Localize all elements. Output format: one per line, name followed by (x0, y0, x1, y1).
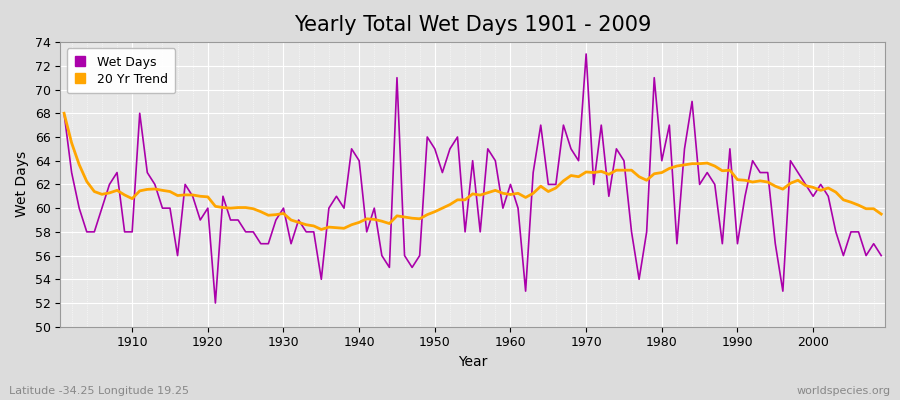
Line: 20 Yr Trend: 20 Yr Trend (64, 113, 881, 230)
20 Yr Trend (513, 191, 524, 196)
Legend: Wet Days, 20 Yr Trend: Wet Days, 20 Yr Trend (67, 48, 175, 93)
Wet Days (513, 206, 524, 210)
Line: Wet Days: Wet Days (64, 54, 881, 303)
20 Yr Trend (58, 111, 69, 116)
Wet Days (611, 146, 622, 151)
Text: Latitude -34.25 Longitude 19.25: Latitude -34.25 Longitude 19.25 (9, 386, 189, 396)
Wet Days (58, 111, 69, 116)
20 Yr Trend (285, 218, 296, 222)
20 Yr Trend (603, 172, 614, 177)
Wet Days (876, 253, 886, 258)
Wet Days (580, 52, 591, 56)
20 Yr Trend (505, 192, 516, 197)
20 Yr Trend (316, 227, 327, 232)
Text: worldspecies.org: worldspecies.org (796, 386, 891, 396)
X-axis label: Year: Year (458, 355, 487, 369)
Wet Days (293, 218, 304, 222)
Y-axis label: Wet Days: Wet Days (15, 151, 29, 218)
Title: Yearly Total Wet Days 1901 - 2009: Yearly Total Wet Days 1901 - 2009 (294, 15, 652, 35)
20 Yr Trend (119, 192, 130, 197)
Wet Days (210, 301, 220, 306)
Wet Days (505, 182, 516, 187)
20 Yr Trend (338, 226, 349, 231)
20 Yr Trend (876, 212, 886, 216)
Wet Days (119, 230, 130, 234)
Wet Days (338, 206, 349, 210)
